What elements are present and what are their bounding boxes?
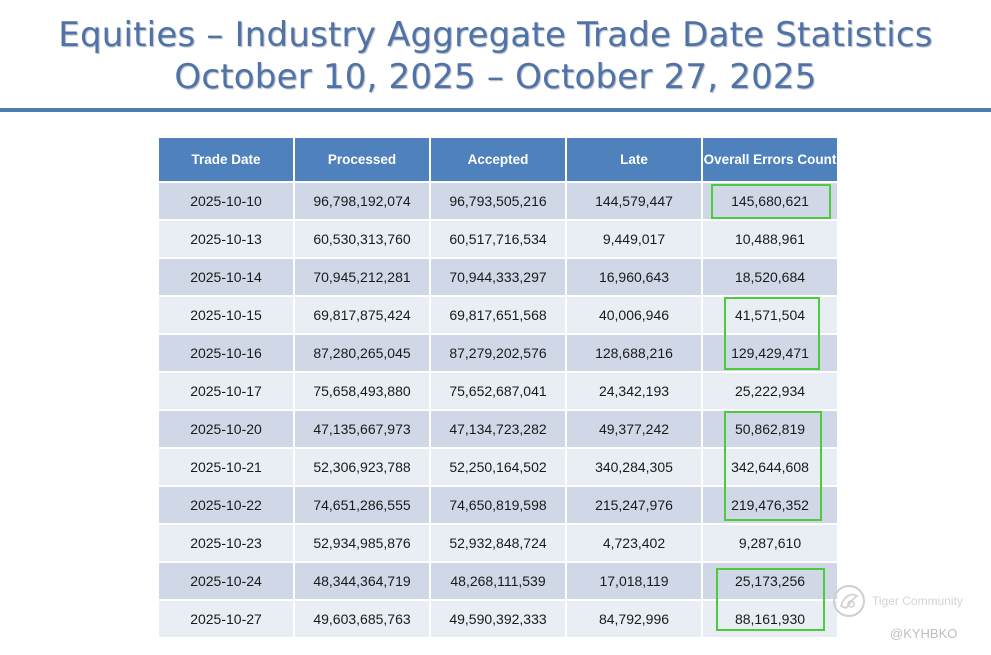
cell-trade-date: 2025-10-22 (159, 485, 295, 523)
table-row: 2025-10-20 47,135,667,973 47,134,723,282… (159, 409, 839, 447)
page-title: Equities – Industry Aggregate Trade Date… (0, 14, 991, 98)
cell-late: 24,342,193 (567, 371, 703, 409)
highlight-box-oct-24-27 (716, 568, 825, 631)
cell-processed: 52,934,985,876 (295, 523, 431, 561)
cell-late: 9,449,017 (567, 219, 703, 257)
cell-processed: 60,530,313,760 (295, 219, 431, 257)
header-accepted: Accepted (431, 138, 567, 181)
highlight-box-oct-10 (711, 184, 831, 219)
cell-errors: 9,287,610 (703, 523, 839, 561)
cell-errors: 25,222,934 (703, 371, 839, 409)
table-header-row: Trade Date Processed Accepted Late Overa… (159, 138, 839, 181)
cell-processed: 74,651,286,555 (295, 485, 431, 523)
header-processed: Processed (295, 138, 431, 181)
cell-errors: 25,173,256 (703, 561, 839, 599)
cell-trade-date: 2025-10-27 (159, 599, 295, 637)
cell-processed: 75,658,493,880 (295, 371, 431, 409)
table-row: 2025-10-10 96,798,192,074 96,793,505,216… (159, 181, 839, 219)
cell-accepted: 96,793,505,216 (431, 181, 567, 219)
cell-errors: 18,520,684 (703, 257, 839, 295)
cell-accepted: 60,517,716,534 (431, 219, 567, 257)
cell-late: 144,579,447 (567, 181, 703, 219)
header-overall-errors-count: Overall Errors Count (703, 138, 839, 181)
table-row: 2025-10-14 70,945,212,281 70,944,333,297… (159, 257, 839, 295)
cell-processed: 70,945,212,281 (295, 257, 431, 295)
watermark-handle: @KYHBKO (890, 626, 958, 641)
cell-accepted: 70,944,333,297 (431, 257, 567, 295)
table-row: 2025-10-24 48,344,364,719 48,268,111,539… (159, 561, 839, 599)
cell-accepted: 52,250,164,502 (431, 447, 567, 485)
cell-late: 49,377,242 (567, 409, 703, 447)
table-row: 2025-10-23 52,934,985,876 52,932,848,724… (159, 523, 839, 561)
cell-accepted: 49,590,392,333 (431, 599, 567, 637)
cell-processed: 52,306,923,788 (295, 447, 431, 485)
cell-late: 84,792,996 (567, 599, 703, 637)
cell-errors: 10,488,961 (703, 219, 839, 257)
header-trade-date: Trade Date (159, 138, 295, 181)
cell-trade-date: 2025-10-21 (159, 447, 295, 485)
cell-late: 340,284,305 (567, 447, 703, 485)
cell-trade-date: 2025-10-10 (159, 181, 295, 219)
cell-accepted: 52,932,848,724 (431, 523, 567, 561)
table-row: 2025-10-13 60,530,313,760 60,517,716,534… (159, 219, 839, 257)
cell-processed: 49,603,685,763 (295, 599, 431, 637)
watermark: Tiger Community @KYHBKO (832, 584, 982, 644)
table-row: 2025-10-21 52,306,923,788 52,250,164,502… (159, 447, 839, 485)
cell-trade-date: 2025-10-13 (159, 219, 295, 257)
cell-late: 4,723,402 (567, 523, 703, 561)
cell-processed: 96,798,192,074 (295, 181, 431, 219)
cell-trade-date: 2025-10-14 (159, 257, 295, 295)
cell-accepted: 75,652,687,041 (431, 371, 567, 409)
table-row: 2025-10-16 87,280,265,045 87,279,202,576… (159, 333, 839, 371)
watermark-name: Tiger Community (872, 594, 963, 608)
title-line-1: Equities – Industry Aggregate Trade Date… (58, 15, 933, 55)
cell-processed: 48,344,364,719 (295, 561, 431, 599)
cell-late: 17,018,119 (567, 561, 703, 599)
title-line-2: October 10, 2025 – October 27, 2025 (174, 57, 817, 97)
tiger-community-logo-icon (833, 585, 865, 617)
cell-trade-date: 2025-10-24 (159, 561, 295, 599)
cell-accepted: 69,817,651,568 (431, 295, 567, 333)
statistics-table: Trade Date Processed Accepted Late Overa… (159, 138, 839, 637)
cell-trade-date: 2025-10-23 (159, 523, 295, 561)
highlight-box-oct-15-16 (724, 297, 820, 370)
header-late: Late (567, 138, 703, 181)
cell-trade-date: 2025-10-20 (159, 409, 295, 447)
title-divider (0, 108, 991, 112)
cell-errors: 145,680,621 (703, 181, 839, 219)
cell-trade-date: 2025-10-15 (159, 295, 295, 333)
cell-accepted: 87,279,202,576 (431, 333, 567, 371)
cell-processed: 69,817,875,424 (295, 295, 431, 333)
cell-late: 215,247,976 (567, 485, 703, 523)
cell-processed: 47,135,667,973 (295, 409, 431, 447)
cell-late: 128,688,216 (567, 333, 703, 371)
cell-accepted: 74,650,819,598 (431, 485, 567, 523)
cell-accepted: 47,134,723,282 (431, 409, 567, 447)
table-row: 2025-10-17 75,658,493,880 75,652,687,041… (159, 371, 839, 409)
cell-trade-date: 2025-10-17 (159, 371, 295, 409)
highlight-box-oct-20-22 (724, 411, 822, 521)
cell-processed: 87,280,265,045 (295, 333, 431, 371)
cell-accepted: 48,268,111,539 (431, 561, 567, 599)
cell-late: 16,960,643 (567, 257, 703, 295)
cell-trade-date: 2025-10-16 (159, 333, 295, 371)
cell-late: 40,006,946 (567, 295, 703, 333)
